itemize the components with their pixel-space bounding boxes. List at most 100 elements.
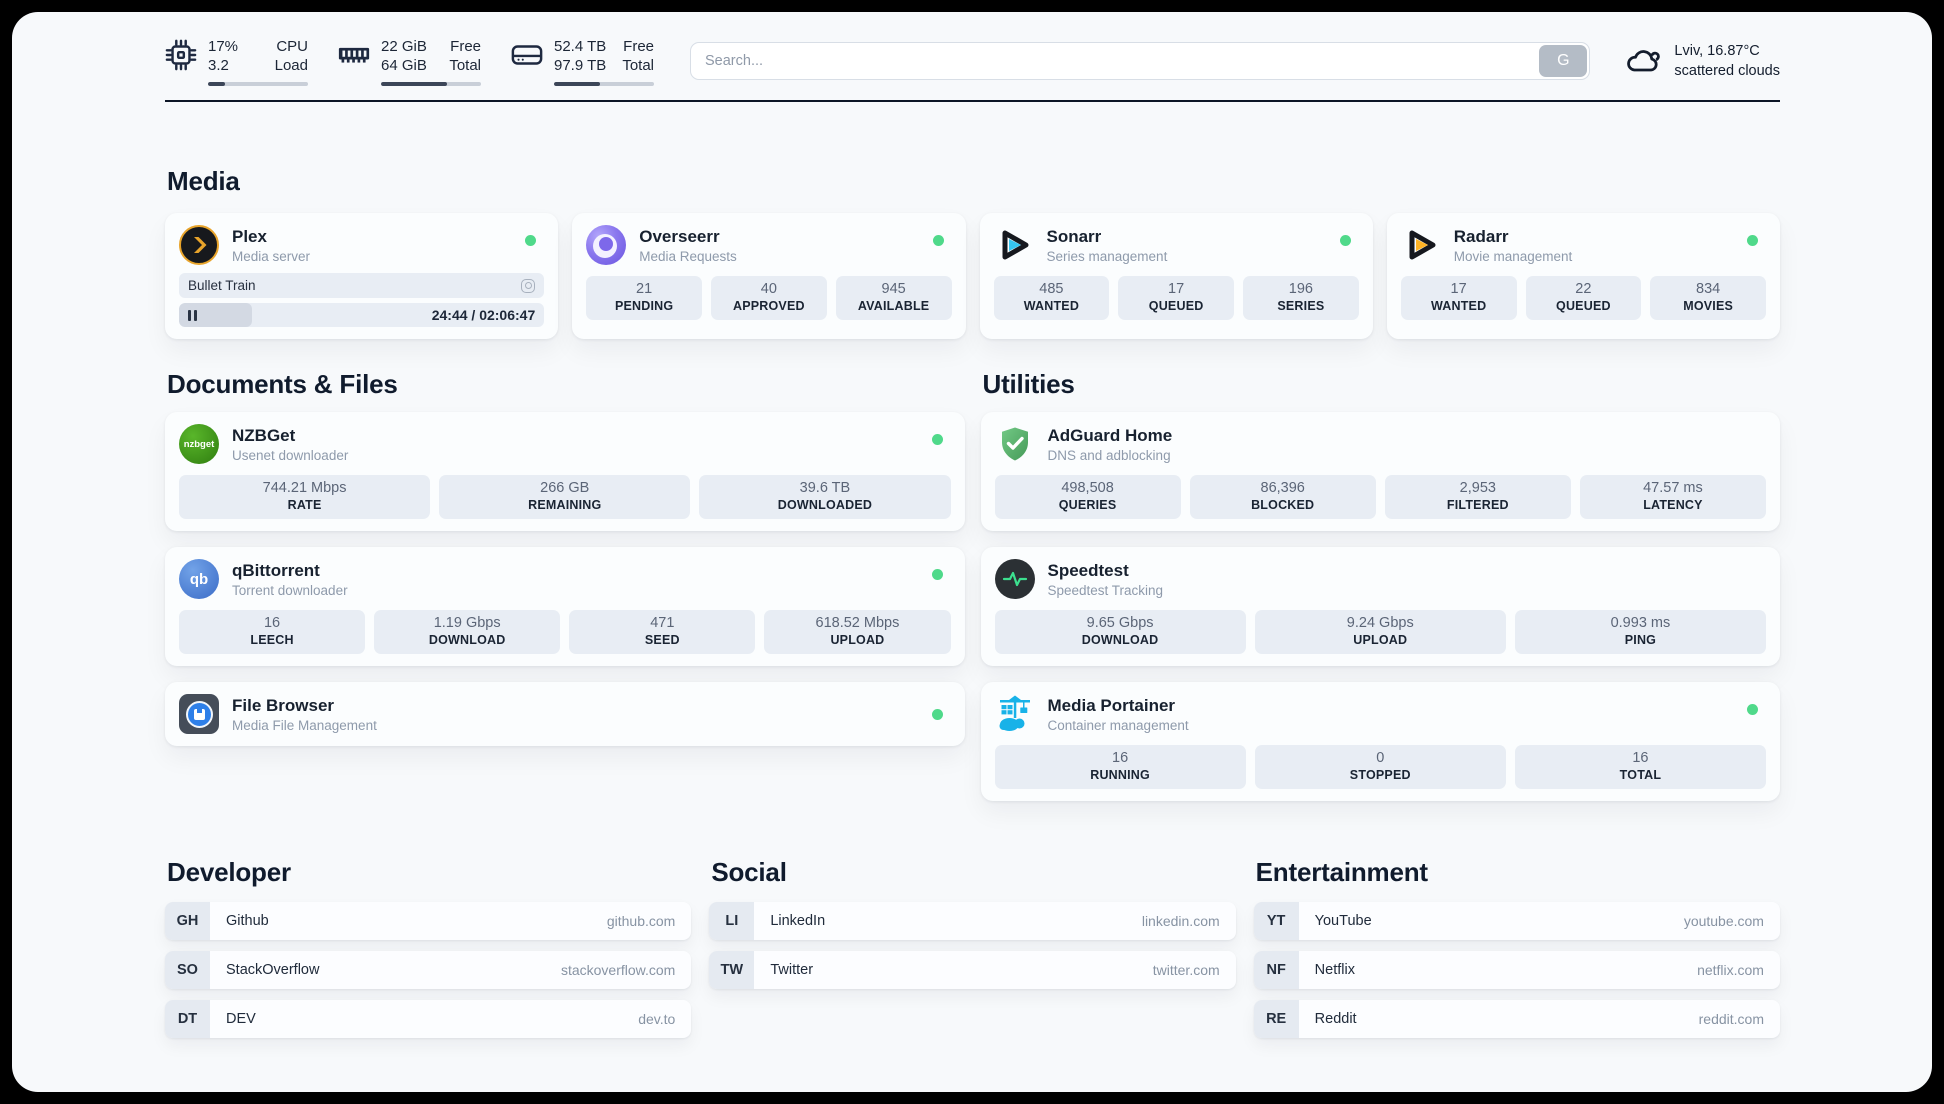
developer-bookmarks: Developer GH Github github.com SO StackO… [165,857,692,1049]
play-triangle-amber-icon [1401,225,1441,265]
app-name: AdGuard Home [1047,425,1173,445]
app-subtitle: Speedtest Tracking [1047,582,1164,598]
weather-widget[interactable]: Lviv, 16.87°C scattered clouds [1626,41,1780,82]
app-name: Media Portainer [1047,695,1176,715]
memory-stat: 22 GiB 64 GiB Free Total [338,37,481,86]
status-online-dot [931,434,943,445]
status-online-dot [931,569,943,580]
memory-values: 22 GiB 64 GiB [381,37,427,75]
documents-section-title: Documents & Files [167,369,398,399]
stat-tile: 471 SEED [569,610,756,654]
stat-tile: 498,508 QUERIES [994,475,1181,519]
nzbget-card[interactable]: nzbget NZBGet Usenet downloader 744.21 M… [165,412,965,531]
playback-time: 24:44 / 02:06:47 [431,307,536,323]
social-bookmarks: Social LI LinkedIn linkedin.com TW Twitt… [709,857,1236,1049]
cloud-icon [1627,50,1661,72]
bookmark-stackoverflow[interactable]: SO StackOverflow stackoverflow.com [165,951,692,989]
stat-tile: 17 QUEUED [1118,276,1234,320]
bookmark-badge: TW [709,951,755,989]
storage-progress-bar [554,81,654,86]
bookmark-github[interactable]: GH Github github.com [165,902,692,940]
qbittorrent-card[interactable]: qb qBittorrent Torrent downloader 16 LEEC… [165,547,965,666]
now-playing-bar[interactable]: Bullet Train [179,273,545,298]
stat-tile: 22 QUEUED [1525,276,1642,320]
bookmark-dev[interactable]: DT DEV dev.to [165,1000,692,1038]
overseerr-card[interactable]: Overseerr Media Requests 21 PENDING 40 APP… [572,213,966,339]
stat-tile: 16 LEECH [179,610,366,654]
bookmark-url: twitter.com [1152,962,1220,978]
bookmark-badge: NF [1253,951,1299,989]
status-online-dot [525,235,537,246]
search-engine-button[interactable]: G [1539,45,1588,77]
bookmark-youtube[interactable]: YT YouTube youtube.com [1253,902,1780,940]
bookmark-url: linkedin.com [1141,913,1220,929]
cpu-labels: CPU Load [274,37,308,75]
utilities-section-title: Utilities [982,369,1075,399]
stat-tile: 266 GB REMAINING [439,475,691,519]
radarr-card[interactable]: Radarr Movie management 17 WANTED 22 QUEUE… [1386,213,1780,339]
playback-progress-bar[interactable]: 24:44 / 02:06:47 [179,303,545,327]
stat-tile: 21 PENDING [586,276,702,320]
bookmark-url: netflix.com [1697,962,1764,978]
play-triangle-cyan-icon [994,225,1034,265]
stat-tile: 485 WANTED [993,276,1110,320]
storage-values: 52.4 TB 97.9 TB [554,37,607,75]
stat-tile: 1.19 Gbps DOWNLOAD [374,610,561,654]
portainer-card[interactable]: Media Portainer Container management 16 R… [980,682,1780,801]
memory-progress-bar [381,81,481,86]
stat-tile: 2,953 FILTERED [1384,475,1571,519]
bookmark-url: youtube.com [1683,913,1764,929]
search-input[interactable] [693,53,1540,69]
bookmark-badge: DT [165,1000,210,1038]
filebrowser-card[interactable]: File Browser Media File Management [165,682,965,746]
bookmark-url: dev.to [638,1011,676,1027]
stat-tile: 9.24 Gbps UPLOAD [1254,610,1506,654]
speedtest-card[interactable]: Speedtest Speedtest Tracking 9.65 Gbps DO… [980,547,1780,666]
app-name: Sonarr [1046,226,1102,246]
bookmark-url: stackoverflow.com [560,962,676,978]
bookmark-name: Netflix [1314,962,1355,978]
dashboard-page: 17% 3.2 CPU Load [12,12,1932,1092]
plex-card[interactable]: Plex Media server Bullet Train 24:44 / 0… [165,213,559,339]
stat-tile: 16 TOTAL [1514,745,1767,789]
app-subtitle: Media File Management [232,717,377,733]
bookmark-reddit[interactable]: RE Reddit reddit.com [1253,1000,1780,1038]
stat-tile: 9.65 Gbps DOWNLOAD [994,610,1246,654]
bookmark-badge: RE [1253,1000,1299,1038]
sonarr-card[interactable]: Sonarr Series management 485 WANTED 17 QUE… [979,213,1373,339]
stat-tile: 17 WANTED [1400,276,1517,320]
bookmark-linkedin[interactable]: LI LinkedIn linkedin.com [709,902,1236,940]
bookmark-url: reddit.com [1698,1011,1764,1027]
app-subtitle: Series management [1046,248,1168,264]
bookmark-badge: LI [709,902,755,940]
top-bar: 17% 3.2 CPU Load [165,37,1780,86]
floppy-disk-icon [179,694,219,734]
hard-drive-icon [511,44,543,65]
app-name: Overseerr [639,226,720,246]
app-subtitle: Torrent downloader [232,582,348,598]
adguard-card[interactable]: AdGuard Home DNS and adblocking 498,508 Q… [980,412,1780,531]
ram-icon [338,47,370,63]
entertainment-bookmarks: Entertainment YT YouTube youtube.com NF … [1253,857,1780,1049]
cpu-chip-icon [165,39,197,70]
stat-tile: 945 AVAILABLE [835,276,952,320]
shield-check-icon [995,424,1035,464]
app-subtitle: Media server [232,248,311,264]
cpu-values: 17% 3.2 [208,37,239,75]
crane-container-icon [995,694,1035,734]
now-playing-title: Bullet Train [188,278,256,293]
bookmark-badge: SO [165,951,210,989]
stat-tile: 86,396 BLOCKED [1189,475,1376,519]
stat-tile: 196 SERIES [1243,276,1359,320]
cpu-progress-bar [208,81,308,86]
social-section-title: Social [711,857,787,887]
bookmark-netflix[interactable]: NF Netflix netflix.com [1253,951,1780,989]
stat-tile: 618.52 Mbps UPLOAD [764,610,951,654]
pause-icon[interactable] [188,309,197,321]
app-name: Radarr [1453,226,1509,246]
plex-icon [179,225,219,265]
bookmark-twitter[interactable]: TW Twitter twitter.com [709,951,1236,989]
bookmark-badge: GH [165,902,210,940]
stat-tile: 16 RUNNING [994,745,1246,789]
qbittorrent-circle-icon: qb [179,559,219,599]
